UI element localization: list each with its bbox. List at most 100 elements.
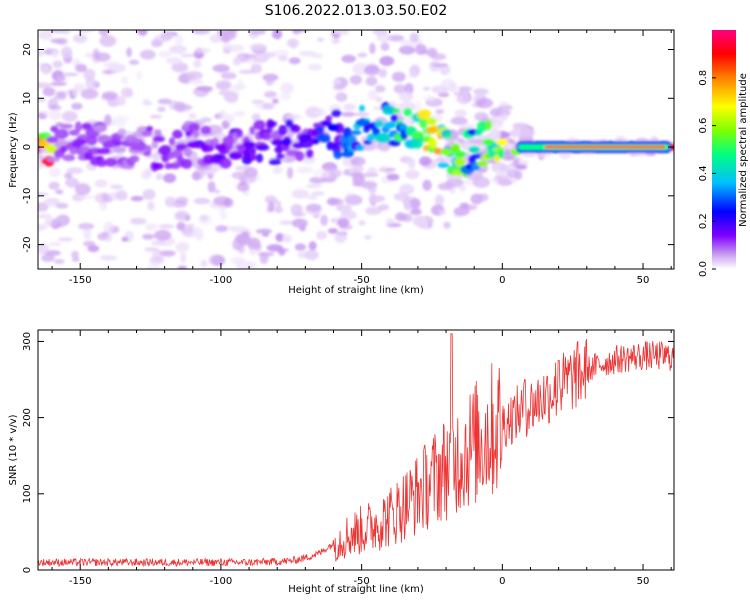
spectrogram-blob	[415, 44, 427, 55]
spectrogram-blob	[367, 89, 379, 101]
spectrogram-peak	[355, 119, 368, 127]
spectrogram-blob	[341, 54, 357, 63]
spectrogram-blob	[488, 128, 501, 141]
spectrogram-heatmap	[38, 30, 674, 269]
spectrogram-ridge-blob	[403, 107, 413, 117]
spectrogram-blob	[221, 120, 230, 129]
spectrogram-blob	[439, 210, 446, 215]
spectrogram-blob	[320, 214, 328, 226]
spectrogram-blob	[372, 30, 388, 36]
spectrogram-blob	[213, 189, 221, 194]
spectrogram-ridge-blob	[390, 114, 398, 123]
spectrogram-x-tick-label: -50	[353, 275, 369, 286]
spectrogram-blob	[225, 114, 234, 123]
spectrogram-ridge-blob	[377, 132, 391, 144]
spectrogram-blob	[146, 263, 162, 269]
spectrogram-blob	[307, 63, 323, 71]
spectrogram-blob	[74, 183, 91, 196]
spectrogram-blob	[277, 55, 288, 62]
spectrogram-blob	[180, 252, 187, 264]
spectrogram-blob	[456, 137, 465, 144]
spectrogram-blob	[286, 38, 300, 48]
spectrogram-blob	[109, 184, 124, 190]
spectrogram-peak	[74, 138, 87, 146]
spectrogram-blob	[287, 167, 294, 179]
spectrogram-ridge-blob	[46, 156, 61, 163]
snr-x-tick-label: 0	[499, 576, 505, 587]
spectrogram-ridge-blob	[161, 152, 170, 163]
spectrogram-blob	[53, 259, 65, 264]
spectrogram-blob	[491, 122, 503, 130]
spectrogram-blob	[506, 168, 520, 179]
spectrogram-x-tick-label: 0	[499, 275, 505, 286]
spectrogram-blob	[236, 79, 244, 87]
spectrogram-blob	[201, 88, 213, 93]
spectrogram-blob	[139, 49, 156, 60]
spectrogram-ridge-blob	[372, 127, 381, 136]
spectrogram-blob	[450, 116, 468, 125]
spectrogram-ridge-blob	[305, 149, 314, 159]
spectrogram-blob	[380, 42, 390, 51]
spectrogram-ridge-blob	[419, 117, 428, 129]
spectrogram-blob	[83, 228, 92, 240]
spectrogram-ridge-blob	[316, 133, 331, 143]
spectrogram-blob	[393, 84, 407, 94]
spectrogram-blob	[64, 172, 73, 179]
spectrogram-blob	[405, 117, 413, 125]
spectrogram-ridge-blob	[275, 153, 285, 160]
spectrogram-blob	[304, 249, 319, 261]
spectrogram-blob	[237, 242, 245, 254]
spectrogram-blob	[369, 42, 376, 55]
spectrogram-blob	[50, 38, 65, 44]
spectrogram-blob	[242, 173, 257, 184]
spectrogram-blob	[314, 108, 327, 117]
spectrogram-blob	[272, 166, 283, 175]
snr-y-tick-label: 100	[22, 484, 33, 503]
spectrogram-blob	[94, 192, 112, 204]
spectrogram-blob	[265, 78, 274, 86]
spectrogram-blob	[249, 43, 268, 51]
spectrogram-blob	[342, 155, 353, 167]
spectrogram-blob	[498, 104, 513, 111]
spectrogram-blob	[43, 198, 61, 207]
spectrogram-ridge-blob	[180, 158, 193, 169]
spectrogram-blob	[399, 183, 415, 195]
spectrogram-ridge-blob	[256, 144, 270, 151]
spectrogram-blob	[470, 193, 484, 205]
spectrogram-blob	[326, 168, 342, 178]
spectrogram-blob	[212, 64, 230, 73]
snr-x-tick-label: -50	[353, 576, 369, 587]
spectrogram-blob	[311, 53, 324, 59]
spectrogram-blob	[280, 82, 294, 94]
spectrogram-blob	[50, 81, 68, 86]
spectrogram-blob	[98, 30, 109, 36]
spectrogram-blob	[499, 100, 508, 106]
spectrogram-x-axis: -150 -100 -50 0 50	[51, 30, 672, 286]
spectrogram-ridge-blob	[399, 123, 408, 132]
spectrogram-blob	[376, 33, 392, 43]
spectrogram-blob	[175, 34, 184, 47]
spectrogram-blob	[331, 38, 341, 44]
snr-y-label: SNR (10 * v/v)	[8, 414, 19, 485]
spectrogram-peak	[482, 138, 495, 146]
snr-frame	[37, 329, 675, 571]
spectrogram-blob	[85, 77, 97, 89]
spectrogram-blob	[112, 115, 131, 123]
spectrogram-blob	[198, 214, 212, 225]
spectrogram-blob	[188, 112, 197, 120]
spectrogram-blob	[311, 191, 325, 196]
spectrogram-blob	[48, 105, 62, 110]
spectrogram-ridge-blob	[96, 147, 111, 155]
spectrogram-ridge-blob	[54, 128, 69, 140]
spectrogram-ridge-blob	[268, 121, 278, 127]
spectrogram-ridge-blob	[278, 124, 288, 136]
spectrogram-peak	[341, 150, 354, 158]
spectrogram-peak	[243, 141, 256, 149]
spectrogram-blob	[142, 98, 150, 105]
spectrogram-ridge-blob	[145, 145, 152, 154]
spectrogram-ridge-blob	[218, 158, 232, 169]
spectrogram-blob	[454, 109, 468, 117]
spectrogram-blob	[386, 218, 395, 226]
